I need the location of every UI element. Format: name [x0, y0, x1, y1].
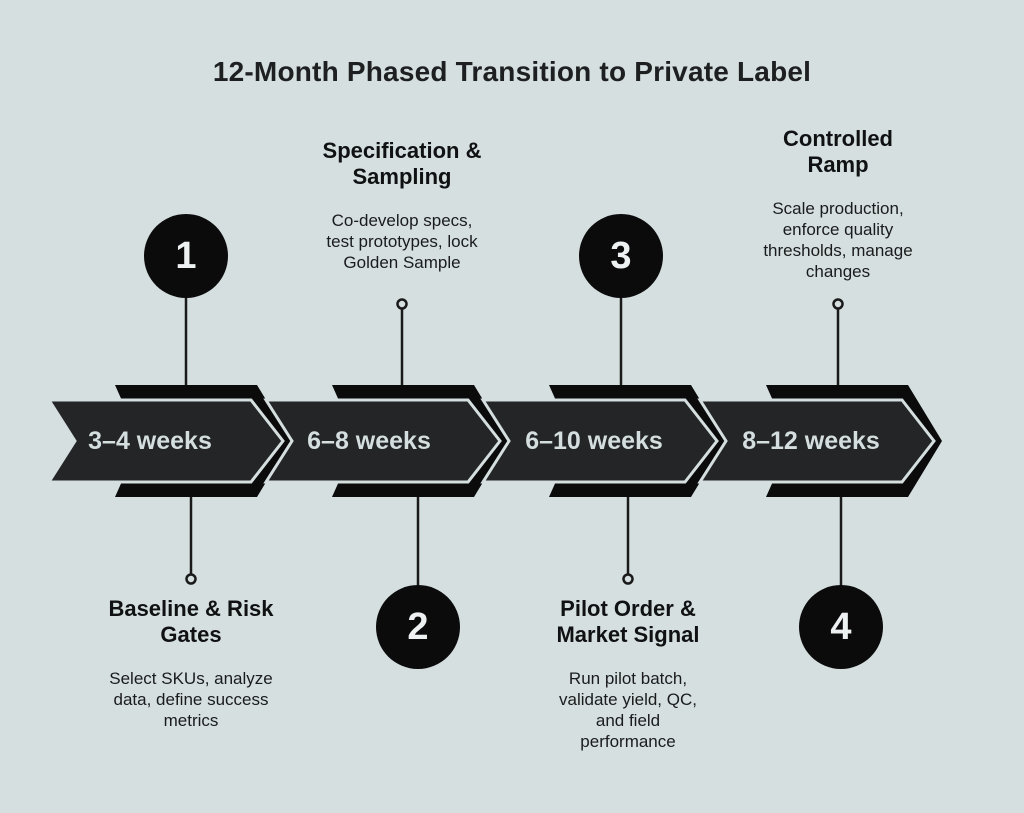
phase-3-number: 3 [610, 234, 632, 277]
phase-1-number-circle: 1 [144, 214, 228, 298]
arrow-banners [46, 398, 936, 484]
phase-3-number-circle: 3 [579, 214, 663, 298]
phase-1-description: Select SKUs, analyze data, define succes… [109, 669, 273, 730]
phase-1-arrow-banner [46, 398, 285, 484]
phase-4-text-block: Controlled Ramp Scale production, enforc… [723, 126, 953, 282]
phase-1-number: 1 [175, 234, 197, 277]
phase-3-connector-dot [622, 573, 634, 585]
phase-1-duration-label: 3–4 weeks [88, 427, 212, 455]
phase-4-description: Scale production, enforce quality thresh… [763, 199, 913, 281]
phase-3-arrow-banner [480, 398, 719, 484]
phase-3-title: Pilot Order & Market Signal [556, 596, 700, 647]
phase-1-connector-dot [185, 573, 197, 585]
phase-1-text-block: Baseline & Risk Gates Select SKUs, analy… [76, 596, 306, 731]
phase-4-arrow-banner [697, 398, 936, 484]
phase-2-duration-label: 6–8 weeks [307, 427, 431, 455]
phase-2-description: Co-develop specs, test prototypes, lock … [326, 211, 478, 272]
phase-2-number-circle: 2 [376, 585, 460, 669]
phase-4-connector-dot [832, 298, 844, 310]
phase-1-title: Baseline & Risk Gates [108, 596, 274, 647]
phase-3-duration-label: 6–10 weeks [525, 427, 663, 455]
phase-4-duration-label: 8–12 weeks [742, 427, 880, 455]
phase-3-description: Run pilot batch, validate yield, QC, and… [559, 669, 697, 751]
phase-2-title: Specification & Sampling [322, 138, 482, 189]
connector-lines [184, 297, 843, 586]
phase-3-text-block: Pilot Order & Market Signal Run pilot ba… [513, 596, 743, 752]
phase-4-number-circle: 4 [799, 585, 883, 669]
phase-2-arrow-banner [263, 398, 502, 484]
phase-4-number: 4 [830, 605, 852, 648]
phase-2-connector-dot [396, 298, 408, 310]
page-title: 12-Month Phased Transition to Private La… [212, 56, 812, 87]
phase-2-text-block: Specification & Sampling Co-develop spec… [287, 138, 517, 273]
connector-dots [185, 298, 844, 585]
phase-2-number: 2 [407, 605, 429, 648]
phase-4-title: Controlled Ramp [783, 126, 893, 177]
